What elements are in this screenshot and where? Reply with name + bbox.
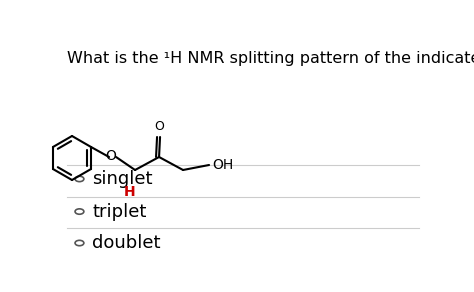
Text: triplet: triplet bbox=[92, 203, 146, 220]
Text: O: O bbox=[154, 120, 164, 133]
Text: O: O bbox=[106, 149, 117, 163]
Text: doublet: doublet bbox=[92, 234, 161, 252]
Text: OH: OH bbox=[212, 158, 233, 172]
Text: H: H bbox=[124, 185, 136, 199]
Text: singlet: singlet bbox=[92, 170, 153, 188]
Text: What is the ¹H NMR splitting pattern of the indicated hydrogen?: What is the ¹H NMR splitting pattern of … bbox=[66, 51, 474, 66]
